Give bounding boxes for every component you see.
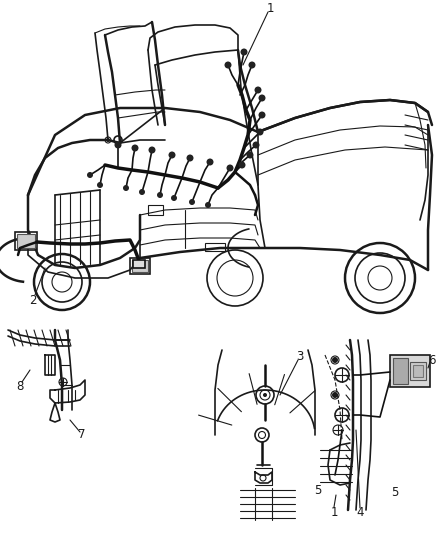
Bar [389, 355, 429, 387]
Circle shape [246, 151, 253, 158]
Circle shape [205, 202, 211, 208]
Bar [412, 365, 422, 377]
Bar [17, 234, 35, 248]
Circle shape [331, 392, 337, 398]
Circle shape [254, 86, 261, 93]
Bar [205, 243, 225, 251]
Circle shape [87, 172, 93, 178]
Circle shape [331, 357, 337, 363]
Bar [148, 205, 162, 215]
Circle shape [114, 141, 121, 149]
Circle shape [157, 192, 162, 198]
Circle shape [171, 195, 177, 201]
Circle shape [186, 155, 193, 161]
Circle shape [248, 61, 255, 69]
Bar [392, 358, 407, 384]
Circle shape [148, 147, 155, 154]
Bar [132, 260, 148, 272]
Text: 2: 2 [29, 294, 37, 306]
Circle shape [238, 161, 245, 168]
Circle shape [226, 165, 233, 172]
Text: 5: 5 [314, 483, 321, 497]
Circle shape [256, 128, 263, 135]
Circle shape [106, 138, 110, 142]
Text: 5: 5 [390, 486, 398, 498]
Text: 8: 8 [16, 379, 24, 392]
Circle shape [252, 141, 259, 149]
Text: 4: 4 [356, 505, 363, 519]
Text: 6: 6 [427, 353, 435, 367]
Circle shape [131, 144, 138, 151]
Bar [15, 232, 37, 250]
Circle shape [123, 185, 129, 191]
Circle shape [240, 49, 247, 55]
Text: 7: 7 [78, 429, 85, 441]
Text: 1: 1 [329, 505, 337, 519]
Circle shape [258, 111, 265, 118]
Circle shape [189, 199, 194, 205]
Circle shape [139, 189, 145, 195]
Circle shape [224, 61, 231, 69]
Bar [133, 260, 145, 268]
Circle shape [206, 158, 213, 166]
Circle shape [262, 393, 266, 397]
Text: 1: 1 [265, 3, 273, 15]
Text: 3: 3 [296, 351, 303, 364]
Circle shape [97, 182, 103, 188]
Bar [409, 362, 425, 380]
Bar [130, 258, 150, 274]
Circle shape [168, 151, 175, 158]
Circle shape [258, 94, 265, 101]
